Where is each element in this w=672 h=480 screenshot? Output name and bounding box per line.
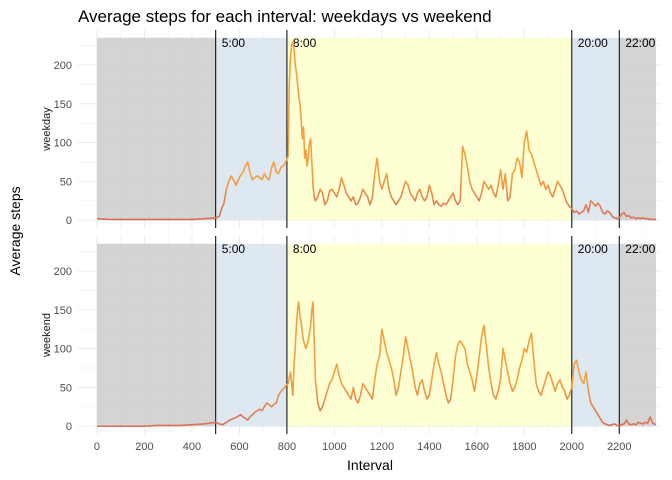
band-twilight: [215, 37, 287, 221]
x-tick-label: 0: [94, 441, 100, 453]
y-tick-label: 0: [66, 215, 72, 227]
band-twilight: [571, 37, 620, 221]
time-marker-label: 8:00: [293, 242, 317, 256]
band-day: [286, 243, 572, 427]
panel-weekday: 0 50 100 150 200 weekday 5:00 8:00 20:00 22:00: [41, 30, 662, 228]
y-tick-label: 50: [60, 382, 72, 394]
y-tick-label: 150: [54, 305, 72, 317]
band-night: [619, 243, 657, 427]
band-night: [96, 37, 216, 221]
x-tick-label: 200: [135, 441, 153, 453]
time-marker-label: 22:00: [625, 36, 655, 50]
time-marker-label: 5:00: [222, 36, 246, 50]
x-tick-label: 1000: [322, 441, 346, 453]
x-tick-label: 2200: [607, 441, 631, 453]
facet-label: weekend: [41, 313, 53, 358]
facet-label: weekday: [41, 107, 53, 152]
x-tick-label: 1200: [370, 441, 394, 453]
band-day: [286, 37, 572, 221]
time-marker-label: 20:00: [578, 36, 608, 50]
facet-panels: 0 50 100 150 200 weekday 5:00 8:00 20:00 22:00 0 50…: [41, 30, 662, 434]
series-line-weekday: [96, 40, 657, 221]
series-line-weekend: [96, 301, 657, 428]
y-tick-label: 200: [54, 60, 72, 72]
x-tick-label: 1400: [417, 441, 441, 453]
y-tick-label: 100: [54, 344, 72, 356]
y-tick-label: 0: [66, 421, 72, 433]
x-tick-label: 1600: [465, 441, 489, 453]
time-marker-label: 5:00: [222, 242, 246, 256]
band-twilight: [571, 243, 620, 427]
x-tick-label: 600: [230, 441, 248, 453]
x-axis-ticks: 0 200 400 600 800 1000 1200 1400 1600 1800 2000 220…: [94, 441, 632, 453]
time-marker-label: 8:00: [293, 36, 317, 50]
band-twilight: [215, 243, 287, 427]
band-night: [96, 243, 216, 427]
x-tick-label: 2000: [560, 441, 584, 453]
y-axis-title: Average steps: [7, 186, 23, 275]
time-marker-label: 22:00: [625, 242, 655, 256]
y-tick-label: 50: [60, 176, 72, 188]
chart-title: Average steps for each interval: weekday…: [78, 7, 492, 26]
x-tick-label: 1800: [512, 441, 536, 453]
x-axis-title: Interval: [347, 457, 393, 473]
panel-weekend: 0 50 100 150 200 weekend 5:00 8:00 20:00 22:00: [41, 236, 662, 434]
y-tick-label: 100: [54, 138, 72, 150]
x-tick-label: 800: [278, 441, 296, 453]
x-tick-label: 400: [183, 441, 201, 453]
y-tick-label: 150: [54, 99, 72, 111]
y-tick-label: 200: [54, 266, 72, 278]
band-night: [619, 37, 657, 221]
time-marker-label: 20:00: [578, 242, 608, 256]
